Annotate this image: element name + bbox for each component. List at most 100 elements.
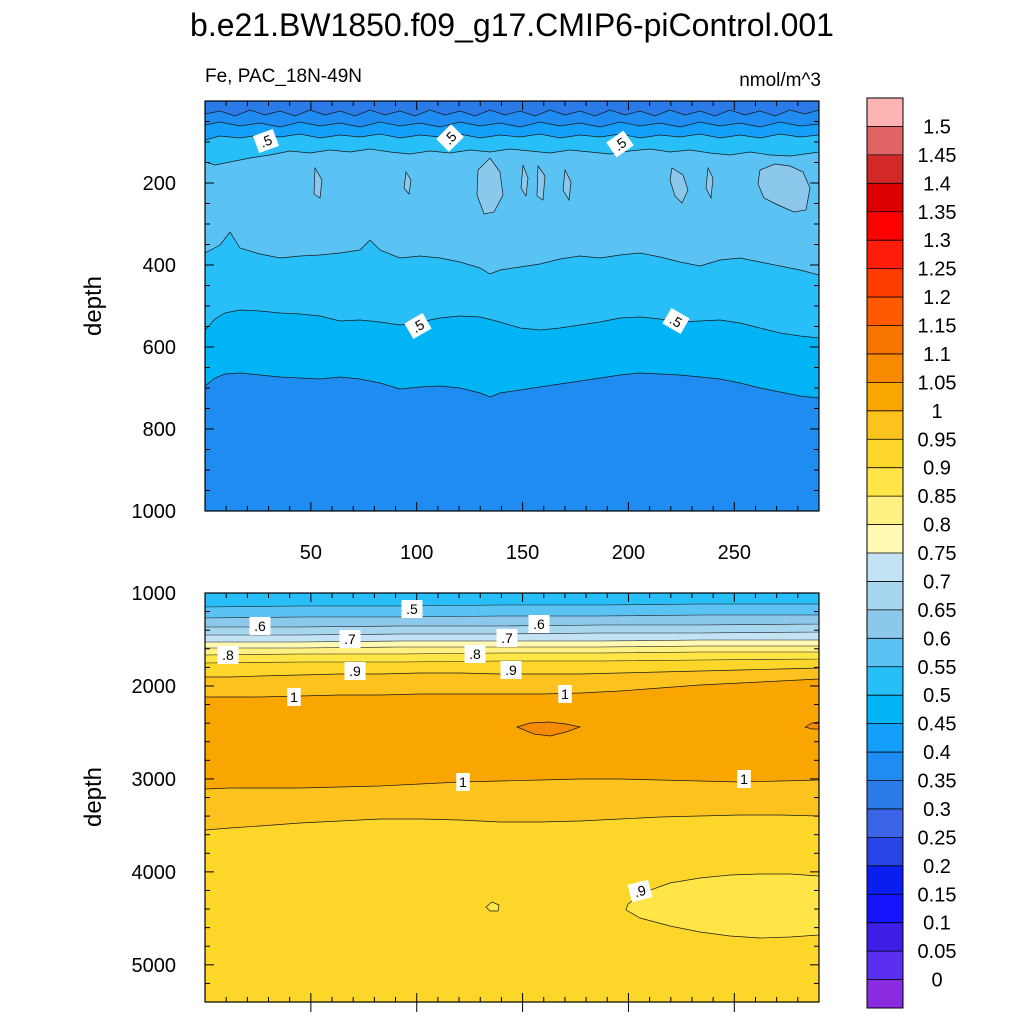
- colorbar-label: 0.75: [918, 543, 957, 565]
- colorbar-label: 0: [931, 970, 942, 992]
- upper-x-tick-label: 100: [400, 542, 433, 564]
- colorbar-swatch: [867, 837, 903, 867]
- colorbar-label: 1.1: [923, 344, 951, 366]
- lower-patch-105-edge: [804, 721, 819, 730]
- lower-patch-085: [625, 873, 819, 939]
- upper-y-tick-label: 800: [143, 419, 176, 441]
- colorbar-swatch: [867, 894, 903, 924]
- colorbar-swatch: [867, 183, 903, 213]
- contour-label-text: .7: [344, 631, 356, 647]
- colorbar-label: 1.15: [918, 316, 957, 338]
- colorbar-label: 1.25: [918, 259, 957, 281]
- upper-y-tick-label: 600: [143, 337, 176, 359]
- contour-label-box: [464, 645, 486, 663]
- colorbar-swatch: [867, 496, 903, 526]
- colorbar-swatch: [867, 154, 903, 184]
- contour-label: .6: [249, 617, 271, 635]
- colorbar-label: 1.05: [918, 372, 957, 394]
- contour-label-box: [627, 879, 653, 903]
- colorbar-label: 0.25: [918, 827, 957, 849]
- contour-label-text: 1: [561, 686, 569, 702]
- upper-band-030-shallow: [205, 101, 819, 117]
- contour-label: .5: [662, 307, 690, 335]
- contour-label-box: [253, 128, 279, 154]
- upper-panel: 50 100 150 200 250 200 400 600 800 1000 depth .5…: [80, 100, 820, 564]
- colorbar-label: 0.35: [918, 771, 957, 793]
- colorbar-swatch: [867, 723, 903, 753]
- colorbar-swatch: [867, 353, 903, 383]
- colorbar-swatch: [867, 268, 903, 298]
- colorbar-swatch: [867, 752, 903, 781]
- contour-label-text: .6: [254, 618, 266, 634]
- colorbar-swatch: [867, 524, 903, 554]
- upper-patches-060: [313, 157, 811, 215]
- contour-label-box: [287, 688, 301, 706]
- colorbar-swatch: [867, 297, 903, 326]
- contour-label: .5: [436, 124, 464, 152]
- upper-x-tick-labels: 50 100 150 200 250: [300, 542, 751, 564]
- upper-y-axis-label: depth: [80, 276, 107, 336]
- colorbar: [866, 97, 904, 1009]
- contour-label-text: .6: [533, 616, 545, 632]
- colorbar-label: 1.3: [923, 230, 951, 252]
- colorbar-swatch: [867, 780, 903, 810]
- colorbar-swatch: [867, 325, 903, 355]
- contour-label-text: .9: [632, 882, 648, 901]
- contour-label: .8: [217, 646, 239, 664]
- contour-label-box: [662, 307, 690, 335]
- contour-label: .9: [500, 661, 522, 679]
- contour-label: .6: [528, 615, 550, 633]
- lower-y-tick-labels: 1000 2000 3000 4000 5000: [132, 583, 177, 977]
- colorbar-swatch: [867, 922, 903, 952]
- contour-label: 1: [558, 685, 572, 703]
- colorbar-swatch: [867, 979, 903, 1009]
- colorbar-label: 0.65: [918, 600, 957, 622]
- lower-contour-labels: .5 .6 .6 .7 .7 .8 .8 .9 .9 1 1 1 1 .9: [217, 600, 751, 903]
- contour-label-text: .5: [406, 601, 418, 617]
- colorbar-swatch: [867, 211, 903, 241]
- contour-label-text: .9: [349, 663, 361, 679]
- colorbar-swatch: [867, 240, 903, 270]
- upper-y-tick-labels: 200 400 600 800 1000: [132, 173, 177, 523]
- contour-label: 1: [287, 688, 301, 706]
- lower-panel: 1000 2000 3000 4000 5000 depth .5 .6 .6 .7 .7 .8.…: [80, 583, 820, 1012]
- contour-label: .9: [627, 879, 653, 903]
- colorbar-label: 0.55: [918, 657, 957, 679]
- colorbar-label: 0.4: [923, 742, 951, 764]
- colorbar-label: 0.15: [918, 884, 957, 906]
- colorbar-label: 1.45: [918, 145, 957, 167]
- contour-label-box: [500, 661, 522, 679]
- contour-label-text: .5: [258, 131, 275, 150]
- lower-y-tick-label: 5000: [132, 955, 177, 977]
- lower-band-050: [205, 593, 819, 608]
- contour-label-box: [606, 130, 634, 158]
- upper-y-tick-label: 1000: [132, 501, 177, 523]
- colorbar-label: 1.2: [923, 287, 951, 309]
- lower-y-tick-label: 2000: [132, 676, 177, 698]
- contour-label-text: 1: [740, 771, 748, 787]
- colorbar-swatch: [867, 609, 903, 639]
- colorbar-swatch: [867, 638, 903, 668]
- contour-label-box: [404, 312, 432, 340]
- colorbar-swatch: [867, 865, 903, 895]
- lower-y-tick-label: 1000: [132, 583, 177, 605]
- upper-contour-labels: .5 .5 .5 .5 .5: [253, 124, 690, 340]
- contour-label-box: [496, 629, 518, 647]
- contour-label-box: [217, 646, 239, 664]
- contour-label-text: 1: [459, 774, 467, 790]
- chart-title: b.e21.BW1850.f09_g17.CMIP6-piControl.001: [190, 7, 834, 43]
- colorbar-label: 0.5: [923, 685, 951, 707]
- contour-label-box: [558, 685, 572, 703]
- colorbar-label: 0.95: [918, 429, 957, 451]
- lower-patch-105: [515, 721, 582, 737]
- lower-patch-085-small: [485, 901, 500, 912]
- colorbar-label: 0.2: [923, 856, 951, 878]
- colorbar-swatch: [867, 410, 903, 440]
- colorbar-swatch: [867, 581, 903, 611]
- contour-label: .7: [339, 630, 361, 648]
- contour-label-box: [249, 617, 271, 635]
- colorbar-swatch: [867, 695, 903, 725]
- colorbar-label: 1: [931, 401, 942, 423]
- colorbar-swatch: [867, 439, 903, 469]
